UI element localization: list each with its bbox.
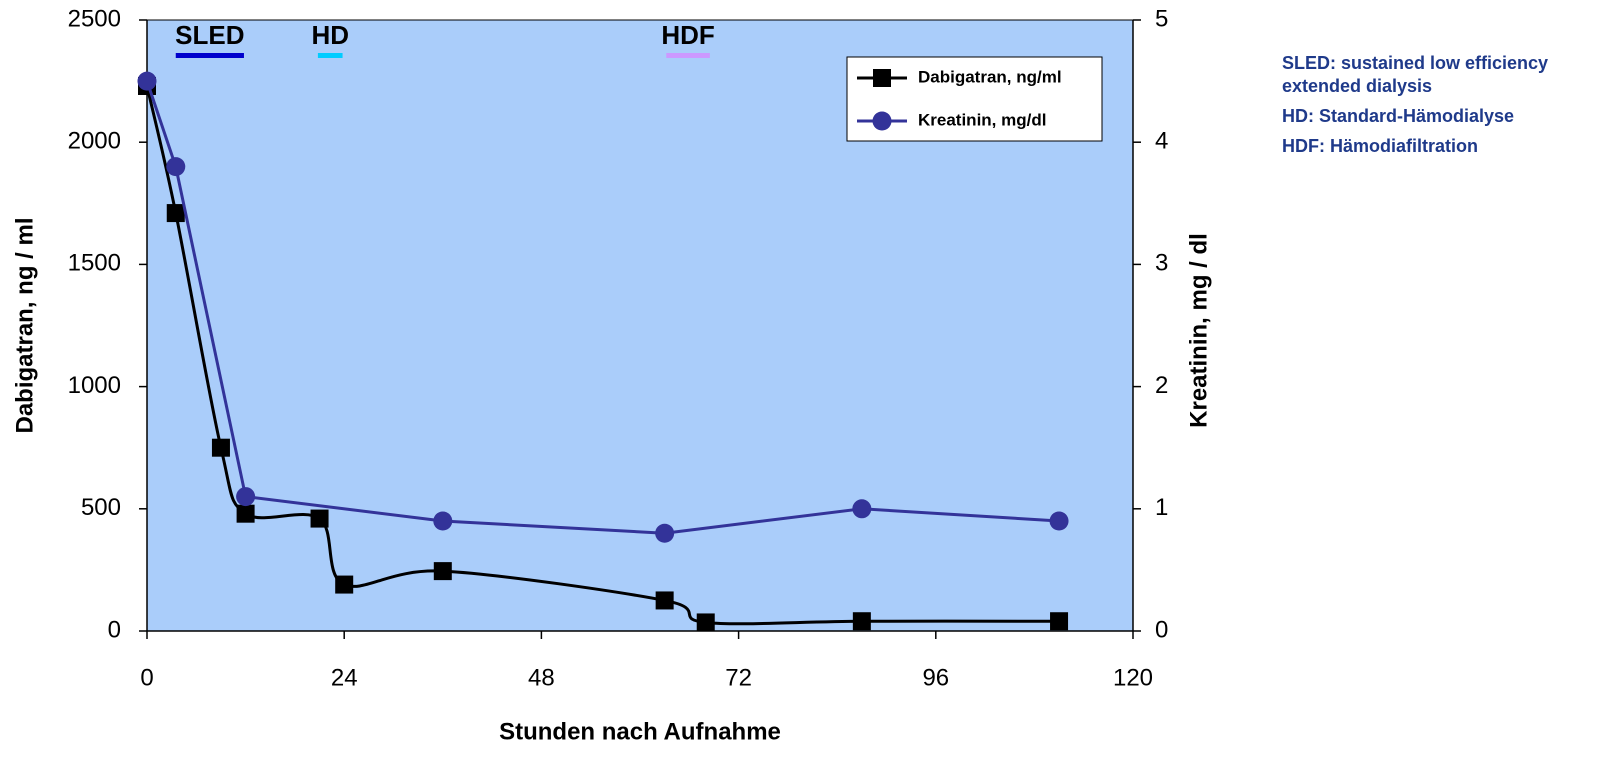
y-tick-label: 0 bbox=[108, 616, 121, 643]
legend-label: Kreatinin, mg/dl bbox=[918, 110, 1046, 129]
data-point bbox=[137, 71, 157, 91]
x-tick-label: 48 bbox=[528, 664, 555, 691]
x-axis-title: Stunden nach Aufnahme bbox=[499, 718, 781, 745]
y-tick-label: 500 bbox=[81, 494, 121, 521]
annotation-bar bbox=[666, 53, 710, 58]
data-point bbox=[696, 613, 715, 632]
annotation-label: HDF bbox=[661, 20, 714, 50]
data-point bbox=[211, 438, 230, 457]
y2-tick-label: 2 bbox=[1155, 372, 1168, 399]
y-tick-label: 2500 bbox=[68, 5, 121, 32]
y-tick-label: 1000 bbox=[68, 372, 121, 399]
data-point bbox=[236, 504, 255, 523]
x-tick-label: 0 bbox=[140, 664, 153, 691]
y2-tick-label: 4 bbox=[1155, 128, 1168, 155]
data-point bbox=[655, 591, 674, 610]
x-tick-label: 72 bbox=[725, 664, 752, 691]
data-point bbox=[1050, 612, 1069, 631]
note: HDF: Hämodiafiltration bbox=[1282, 136, 1478, 156]
annotation-bar bbox=[175, 53, 244, 58]
x-tick-label: 96 bbox=[922, 664, 949, 691]
note: HD: Standard-Hämodialyse bbox=[1282, 106, 1515, 126]
legend-label: Dabigatran, ng/ml bbox=[918, 67, 1062, 86]
x-tick-label: 120 bbox=[1113, 664, 1153, 691]
y-tick-label: 2000 bbox=[68, 128, 121, 155]
y2-axis-title: Kreatinin, mg / dl bbox=[1185, 233, 1212, 428]
data-point bbox=[852, 612, 871, 631]
data-point bbox=[166, 157, 186, 177]
data-point bbox=[433, 511, 453, 531]
data-point bbox=[310, 509, 329, 528]
notes: SLED: sustained low efficiency extended … bbox=[1282, 52, 1582, 165]
data-point bbox=[433, 562, 452, 581]
y-axis-title: Dabigatran, ng / ml bbox=[11, 217, 38, 433]
data-point bbox=[655, 523, 675, 543]
data-point bbox=[852, 499, 872, 519]
annotation-label: SLED bbox=[175, 20, 244, 50]
x-tick-label: 24 bbox=[331, 664, 358, 691]
y2-tick-label: 0 bbox=[1155, 616, 1168, 643]
y2-tick-label: 1 bbox=[1155, 494, 1168, 521]
note: SLED: sustained low efficiency extended … bbox=[1282, 53, 1549, 96]
annotation-bar bbox=[317, 53, 343, 58]
data-point bbox=[166, 204, 185, 223]
y2-tick-label: 3 bbox=[1155, 250, 1168, 277]
data-point bbox=[335, 575, 354, 594]
annotation-label: HD bbox=[311, 20, 349, 50]
data-point bbox=[236, 487, 256, 507]
data-point bbox=[1049, 511, 1069, 531]
legend-marker bbox=[872, 111, 892, 131]
y-tick-label: 1500 bbox=[68, 250, 121, 277]
legend-marker bbox=[873, 69, 891, 87]
series-line bbox=[145, 85, 1060, 626]
y2-tick-label: 5 bbox=[1155, 5, 1168, 32]
